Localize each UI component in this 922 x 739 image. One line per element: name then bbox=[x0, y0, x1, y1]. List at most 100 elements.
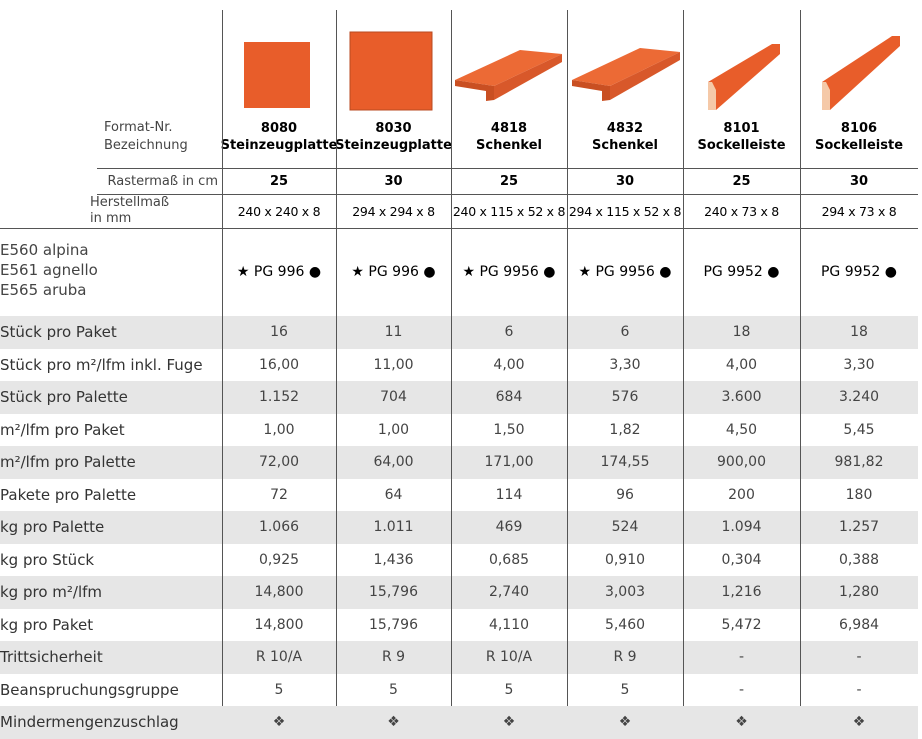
row-value: ❖ bbox=[272, 714, 286, 731]
row-value: 5 bbox=[274, 681, 284, 698]
row-value: 64,00 bbox=[373, 454, 414, 471]
schenkel-image bbox=[455, 50, 562, 101]
sockelleiste-image bbox=[708, 44, 780, 110]
row-value: 16,00 bbox=[258, 356, 300, 373]
row-background bbox=[0, 576, 918, 609]
row-value: 11 bbox=[384, 324, 403, 341]
row-label: m²/lfm pro Paket bbox=[0, 420, 125, 439]
row-value: 5,45 bbox=[843, 421, 875, 438]
row-divider bbox=[97, 168, 918, 169]
row-label: Mindermengenzuschlag bbox=[0, 713, 179, 732]
product-header: 4832 Schenkel bbox=[567, 118, 683, 156]
product-name: Schenkel bbox=[476, 138, 542, 153]
row-value: 72,00 bbox=[258, 454, 300, 471]
color-code: ★ PG 9956 ● bbox=[462, 264, 556, 280]
color-name: E561 agnello bbox=[0, 261, 98, 279]
raster-value: 30 bbox=[615, 173, 635, 189]
row-value: 1.094 bbox=[721, 519, 762, 536]
product-header: 8080 Steinzeugplatte bbox=[220, 118, 338, 156]
row-value: 469 bbox=[495, 519, 523, 536]
row-label: kg pro Paket bbox=[0, 615, 94, 634]
row-label: Stück pro Palette bbox=[0, 388, 128, 407]
row-value: ❖ bbox=[735, 714, 748, 731]
row-value: 18 bbox=[850, 324, 868, 341]
column-divider bbox=[336, 10, 337, 706]
row-background bbox=[0, 641, 918, 674]
row-value: 1,436 bbox=[373, 551, 414, 568]
raster-value: 25 bbox=[732, 173, 751, 189]
row-value: 11,00 bbox=[373, 356, 414, 373]
color-name: E560 alpina bbox=[0, 241, 89, 259]
schenkel-image bbox=[572, 48, 680, 101]
row-divider bbox=[97, 194, 918, 195]
row-value: 16 bbox=[270, 324, 288, 341]
row-background bbox=[0, 381, 918, 414]
row-value: 6 bbox=[620, 324, 630, 341]
product-number: 4818 bbox=[490, 121, 528, 136]
row-label: kg pro Stück bbox=[0, 550, 95, 569]
color-code: ★ PG 996 ● bbox=[351, 264, 436, 280]
herstell-label: in mm bbox=[90, 211, 132, 226]
row-value: 3,003 bbox=[604, 584, 646, 601]
column-divider bbox=[222, 10, 223, 706]
row-value: 6 bbox=[504, 324, 514, 341]
product-number: 8101 bbox=[723, 121, 760, 136]
row-value: ❖ bbox=[387, 714, 400, 731]
column-divider bbox=[800, 10, 801, 706]
name-label: Bezeichnung bbox=[104, 137, 188, 153]
size-value: 294 x 115 x 52 x 8 bbox=[568, 203, 682, 219]
row-label: Trittsicherheit bbox=[0, 648, 103, 667]
raster-value: 30 bbox=[849, 173, 869, 189]
row-value: 5 bbox=[389, 681, 398, 698]
product-header: 8030 Steinzeugplatte bbox=[335, 118, 452, 156]
product-number: 8106 bbox=[840, 121, 878, 136]
color-name: E565 aruba bbox=[0, 281, 87, 299]
product-name: Steinzeugplatte bbox=[335, 138, 452, 153]
row-value: 981,82 bbox=[834, 454, 884, 471]
row-value: 4,00 bbox=[725, 356, 758, 373]
product-number: 8080 bbox=[260, 121, 298, 136]
raster-value: 25 bbox=[499, 173, 519, 189]
row-value: R 9 bbox=[613, 649, 637, 666]
row-label: Stück pro m²/lfm inkl. Fuge bbox=[0, 355, 203, 374]
row-label: kg pro Palette bbox=[0, 518, 105, 537]
row-value: 0,304 bbox=[721, 551, 762, 568]
format-label: Format-Nr. bbox=[104, 119, 173, 135]
row-value: 576 bbox=[611, 389, 639, 406]
row-value: 1,00 bbox=[263, 421, 295, 438]
column-divider bbox=[451, 10, 452, 706]
row-value: 15,796 bbox=[369, 616, 418, 633]
row-value: R 10/A bbox=[255, 649, 303, 666]
size-value: 240 x 73 x 8 bbox=[704, 203, 779, 219]
row-value: 1.152 bbox=[258, 389, 300, 406]
column-divider bbox=[683, 10, 684, 706]
row-value: 1,00 bbox=[377, 421, 410, 438]
herstell-label: Herstellmaß bbox=[90, 195, 170, 210]
page: {"header": {"format_label": "Format-Nr."… bbox=[0, 10, 918, 739]
row-label: m²/lfm pro Palette bbox=[0, 453, 136, 472]
row-value: 1,216 bbox=[721, 584, 762, 601]
color-code: PG 9952 ● bbox=[820, 264, 898, 280]
row-value: 180 bbox=[845, 486, 873, 503]
row-value: - bbox=[856, 649, 862, 666]
row-value: 14,800 bbox=[254, 616, 304, 633]
tile-image bbox=[349, 31, 433, 111]
row-background bbox=[0, 316, 918, 349]
product-name: Schenkel bbox=[592, 138, 658, 153]
row-value: 2,740 bbox=[488, 584, 530, 601]
product-header: 4818 Schenkel bbox=[451, 118, 567, 156]
product-header: 8106 Sockelleiste bbox=[800, 118, 918, 156]
row-value: 3.240 bbox=[838, 389, 880, 406]
row-divider bbox=[0, 228, 918, 229]
row-value: 3,30 bbox=[609, 356, 641, 373]
color-code: PG 9952 ● bbox=[703, 264, 780, 280]
row-background bbox=[0, 511, 918, 544]
product-name: Steinzeugplatte bbox=[220, 138, 338, 153]
row-value: 684 bbox=[495, 389, 523, 406]
row-value: 6,984 bbox=[838, 616, 880, 633]
raster-value: 25 bbox=[269, 173, 289, 189]
row-value: 96 bbox=[616, 486, 634, 503]
row-value: ❖ bbox=[618, 714, 632, 731]
size-value: 294 x 73 x 8 bbox=[821, 203, 897, 219]
row-value: 200 bbox=[728, 486, 755, 503]
